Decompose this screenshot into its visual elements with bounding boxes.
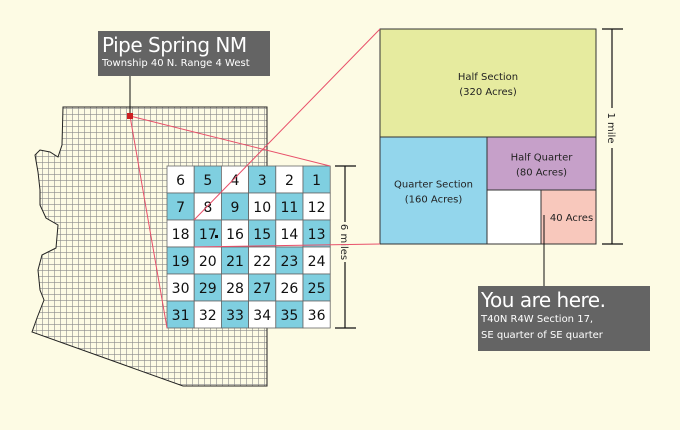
section-number: 31 <box>172 308 190 324</box>
section-number: 5 <box>203 173 212 189</box>
title-callout: Pipe Spring NM Township 40 N. Range 4 We… <box>98 31 270 76</box>
section-cell-28 <box>220 273 249 302</box>
section-number: 18 <box>172 227 190 243</box>
section-cell-21 <box>220 246 249 275</box>
half-section-label: Half Section <box>458 72 518 83</box>
section-number: 23 <box>280 254 298 270</box>
section-number: 30 <box>172 281 190 297</box>
section-scale-label: 1 mile <box>605 113 616 144</box>
section-cell-16 <box>220 219 249 248</box>
section-number: 24 <box>308 254 326 270</box>
leader-lines <box>129 28 381 329</box>
title-subtitle: Township 40 N. Range 4 West <box>102 58 250 69</box>
township-scale-label: 6 miles <box>338 224 349 260</box>
section-scale-bar <box>602 28 623 245</box>
section-number: 2 <box>285 173 294 189</box>
section-number: 14 <box>280 227 298 243</box>
section-number: 22 <box>253 254 271 270</box>
half-section <box>379 28 597 138</box>
section-cell-9 <box>220 192 249 221</box>
section-cell-10 <box>248 192 277 221</box>
you-are-here-callout: You are here. T40N R4W Section 17, SE qu… <box>478 286 650 351</box>
section-number: 9 <box>231 200 240 216</box>
section-cell-4 <box>220 165 249 194</box>
section-number: 3 <box>258 173 267 189</box>
section-number: 32 <box>199 308 217 324</box>
section-cell-35 <box>275 300 304 329</box>
section-cell-13 <box>302 219 331 248</box>
you-are-here-heading: You are here. <box>481 288 606 312</box>
township-location-marker <box>127 113 133 119</box>
section-number: 20 <box>199 254 217 270</box>
section-cell-26 <box>275 273 304 302</box>
section-cell-34 <box>248 300 277 329</box>
section-number: 34 <box>253 308 271 324</box>
section-number: 12 <box>308 200 326 216</box>
section-cell-30 <box>166 273 195 302</box>
section-cell-12 <box>302 192 331 221</box>
section-cell-36 <box>302 300 331 329</box>
section-breakdown: Half Section (320 Acres) Quarter Section (1… <box>379 28 597 245</box>
section-number: 35 <box>280 308 298 324</box>
township-scale-bar <box>335 165 356 329</box>
half-quarter <box>486 136 597 191</box>
section-number: 16 <box>226 227 244 243</box>
forty-acre-parcel <box>540 189 597 245</box>
section-number: 11 <box>280 200 298 216</box>
section-number: 15 <box>253 227 271 243</box>
half-quarter-acres: (80 Acres) <box>516 168 567 179</box>
section-number: 4 <box>231 173 240 189</box>
you-are-here-line1: T40N R4W Section 17, <box>481 314 594 325</box>
section-cell-5 <box>193 165 222 194</box>
parcel-marker <box>215 235 218 238</box>
section-cell-11 <box>275 192 304 221</box>
forty-acre-parcel-label: 40 Acres <box>550 213 593 224</box>
section-number: 1 <box>312 173 321 189</box>
section-cell-25 <box>302 273 331 302</box>
section-number: 7 <box>176 200 185 216</box>
section-cell-14 <box>275 219 304 248</box>
section-number: 36 <box>308 308 326 324</box>
section-number: 13 <box>308 227 326 243</box>
section-cell-18 <box>166 219 195 248</box>
half-quarter-label: Half Quarter <box>511 153 574 164</box>
section-number: 6 <box>176 173 185 189</box>
section-cell-24 <box>302 246 331 275</box>
section-cell-27 <box>248 273 277 302</box>
section-cell-33 <box>220 300 249 329</box>
section-number: 27 <box>253 281 271 297</box>
section-cell-17 <box>193 219 222 248</box>
half-section-acres: (320 Acres) <box>459 87 517 98</box>
quarter-section-acres: (160 Acres) <box>405 195 463 206</box>
section-number: 21 <box>226 254 244 270</box>
title-name: Pipe Spring NM <box>102 33 247 57</box>
section-number: 19 <box>172 254 190 270</box>
section-number: 29 <box>199 281 217 297</box>
section-cell-22 <box>248 246 277 275</box>
section-number: 25 <box>308 281 326 297</box>
section-number: 33 <box>226 308 244 324</box>
section-cell-29 <box>193 273 222 302</box>
section-number: 17 <box>199 227 217 243</box>
quarter-quarter-blank <box>486 189 542 245</box>
section-number: 10 <box>253 200 271 216</box>
section-number: 8 <box>203 200 212 216</box>
quarter-section <box>379 136 488 245</box>
quarter-section-label: Quarter Section <box>394 180 473 191</box>
section-number: 26 <box>280 281 298 297</box>
section-number: 28 <box>226 281 244 297</box>
you-are-here-line2: SE quarter of SE quarter <box>481 330 603 341</box>
